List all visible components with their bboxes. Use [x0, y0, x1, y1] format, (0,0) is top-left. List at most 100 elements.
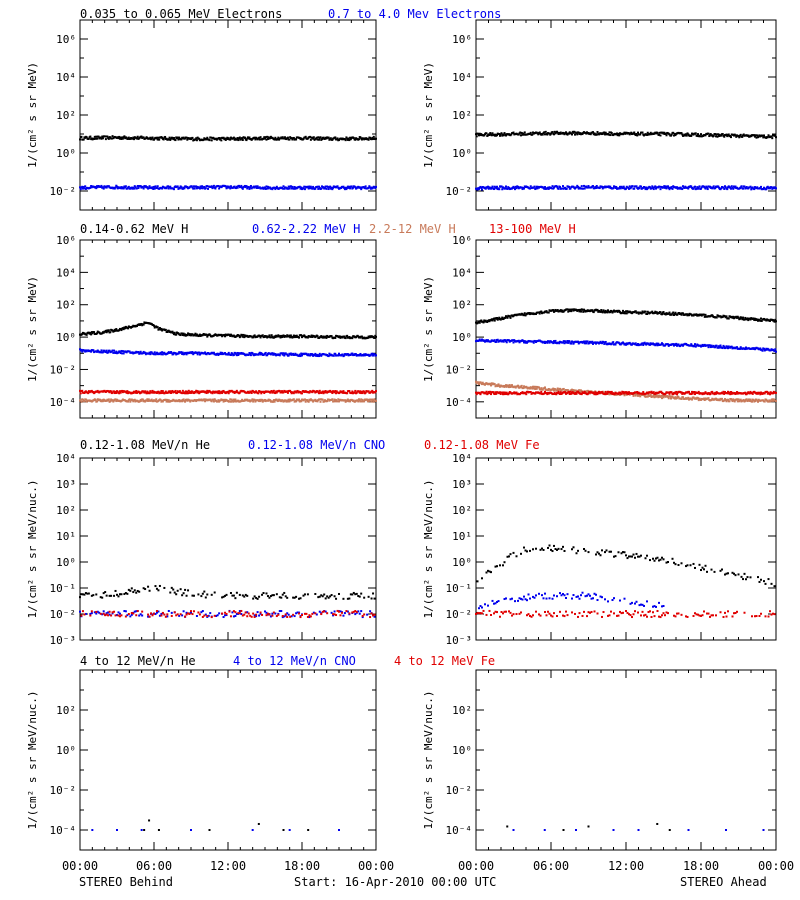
data-point [228, 186, 231, 189]
data-point [710, 344, 713, 347]
data-point [269, 336, 272, 339]
data-point [148, 392, 151, 395]
data-point [543, 187, 546, 190]
data-point [679, 186, 682, 189]
data-point [293, 185, 296, 188]
data-point [485, 132, 488, 135]
data-point [572, 342, 575, 345]
data-point [127, 392, 130, 395]
data-point [266, 137, 269, 140]
data-point [247, 137, 250, 140]
data-point [589, 133, 592, 136]
data-point [595, 342, 597, 345]
data-point [111, 391, 114, 394]
data-point [197, 390, 200, 393]
data-point [475, 393, 478, 396]
data-point [544, 186, 546, 189]
data-point [704, 313, 707, 316]
data-point [554, 339, 557, 342]
data-point [266, 399, 269, 402]
data-point [271, 352, 274, 355]
data-point [153, 138, 155, 141]
data-point [138, 391, 141, 394]
data-point [719, 344, 722, 347]
data-point [489, 390, 492, 393]
data-point [587, 392, 590, 395]
data-point [559, 393, 561, 396]
data-point [186, 138, 189, 141]
data-point [135, 389, 138, 392]
data-point [252, 185, 255, 188]
data-point [637, 312, 640, 315]
data-point [109, 400, 112, 403]
data-point [499, 385, 501, 388]
data-point [649, 131, 652, 134]
data-point [667, 186, 670, 189]
data-point [292, 335, 295, 338]
y-axis-label: 1/(cm² s sr MeV) [422, 62, 435, 168]
data-point [216, 400, 219, 403]
data-point [180, 351, 183, 354]
data-point [327, 355, 330, 358]
data-point [294, 352, 297, 355]
data-point [698, 185, 701, 188]
data-point [119, 352, 122, 355]
data-point [81, 187, 84, 190]
data-point [687, 396, 690, 399]
data-point [142, 136, 145, 139]
data-point [119, 391, 122, 394]
data-point [559, 131, 562, 134]
data-point [553, 391, 556, 394]
data-point [681, 133, 684, 136]
data-point [616, 134, 619, 137]
data-point [586, 131, 588, 134]
data-point [324, 390, 327, 393]
data-point [198, 186, 201, 189]
data-point [754, 135, 756, 138]
data-point [90, 389, 93, 392]
data-point [564, 391, 567, 394]
series-electrons-behind-1 [79, 184, 377, 191]
data-point [273, 400, 276, 403]
data-point [494, 391, 497, 394]
data-point [289, 136, 292, 139]
data-point [255, 390, 258, 393]
data-point [374, 391, 377, 394]
data-point [730, 345, 733, 348]
data-point [490, 384, 492, 387]
data-point [100, 137, 103, 140]
data-point [201, 334, 204, 337]
data-point [210, 139, 213, 142]
data-point [625, 310, 627, 313]
data-point [570, 342, 573, 345]
data-point [246, 136, 249, 139]
y-axis-label: 1/(cm² s sr MeV) [26, 62, 39, 168]
data-point [568, 309, 571, 312]
data-point [104, 138, 107, 141]
data-point [736, 346, 738, 349]
data-point [253, 136, 256, 139]
data-point [650, 187, 653, 190]
data-point [506, 187, 509, 190]
data-point [553, 389, 555, 392]
data-point [274, 188, 277, 191]
data-point [733, 317, 735, 320]
data-point [125, 391, 128, 394]
data-point [493, 339, 496, 342]
data-point [601, 185, 603, 188]
data-point [316, 138, 319, 141]
data-point [529, 391, 532, 394]
data-point [603, 342, 606, 345]
data-point [265, 335, 268, 338]
data-point [539, 388, 542, 391]
data-point [286, 136, 289, 139]
data-point [307, 400, 310, 403]
data-point [552, 309, 555, 312]
data-point [232, 136, 235, 139]
data-point [598, 390, 600, 393]
data-point [501, 134, 504, 137]
data-point [520, 186, 523, 189]
data-point [192, 392, 195, 395]
data-point [301, 354, 303, 357]
